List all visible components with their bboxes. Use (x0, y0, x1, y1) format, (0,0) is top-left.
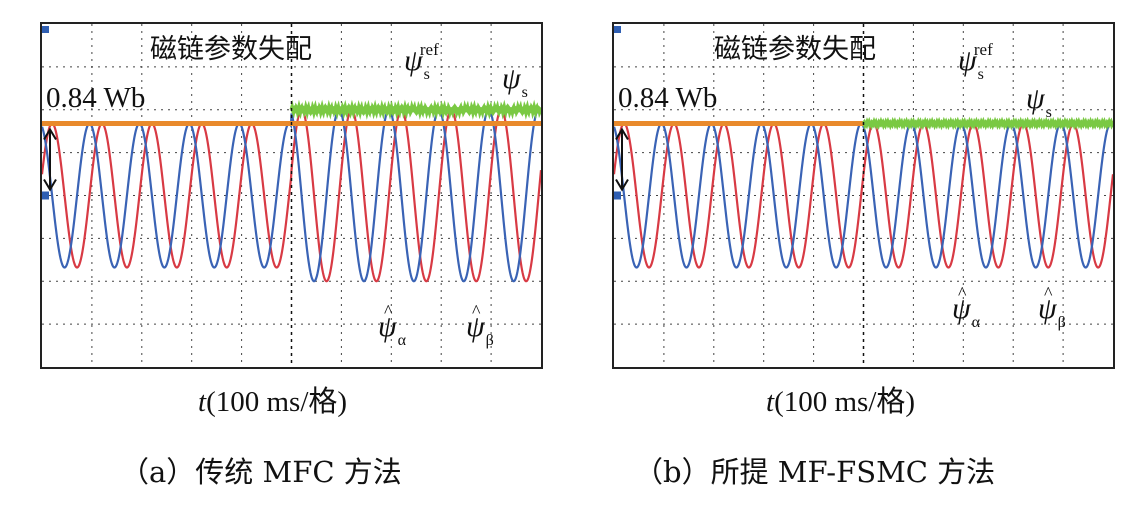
psi-beta-label-a: ψβ (466, 302, 494, 349)
psi-alpha-label-a: ψα (378, 302, 406, 349)
x-axis-label-b: t(100 ms/格) (766, 386, 916, 418)
series-psi-alpha-hat (42, 108, 541, 283)
channel-zero-marker (42, 191, 49, 200)
psi-ref-label-b: ψsref (958, 40, 993, 83)
amplitude-arrow-head-top (43, 127, 57, 140)
series-psi-s (289, 99, 541, 120)
level-label-a: 0.84 Wb (46, 82, 146, 114)
x-axis-label-a: t(100 ms/格) (198, 386, 348, 418)
psi-alpha-label-b: ψα (952, 284, 980, 331)
channel-zero-marker (614, 191, 621, 200)
trigger-marker (42, 26, 49, 33)
amplitude-arrow-head-bottom (43, 178, 57, 192)
scope-panel-b: 磁链参数失配 0.84 Wb ψsref ψs ψα ψβ (612, 22, 1115, 369)
amplitude-arrow-head-top (615, 127, 629, 140)
trigger-marker (614, 26, 621, 33)
mismatch-title-b: 磁链参数失配 (714, 34, 876, 65)
caption-b: （b）所提 MF-FSMC 方法 (634, 455, 996, 489)
caption-a: （a）传统 MFC 方法 (120, 455, 402, 489)
waveform-plot-b (614, 24, 1113, 367)
series-psi-beta-hat (42, 108, 541, 283)
psi-beta-label-b: ψβ (1038, 284, 1066, 331)
series-psi-s (861, 116, 1113, 131)
mismatch-title-a: 磁链参数失配 (150, 34, 312, 65)
series-psi-beta-hat (614, 122, 1113, 269)
amplitude-arrow-head-bottom (615, 178, 629, 192)
scope-panel-a: 磁链参数失配 0.84 Wb ψsref ψs ψα ψβ (40, 22, 543, 369)
psi-ref-label-a: ψsref (404, 40, 439, 83)
psi-s-label-a: ψs (502, 62, 528, 101)
level-label-b: 0.84 Wb (618, 82, 718, 114)
waveform-plot-a (42, 24, 541, 367)
psi-s-label-b: ψs (1026, 82, 1052, 121)
